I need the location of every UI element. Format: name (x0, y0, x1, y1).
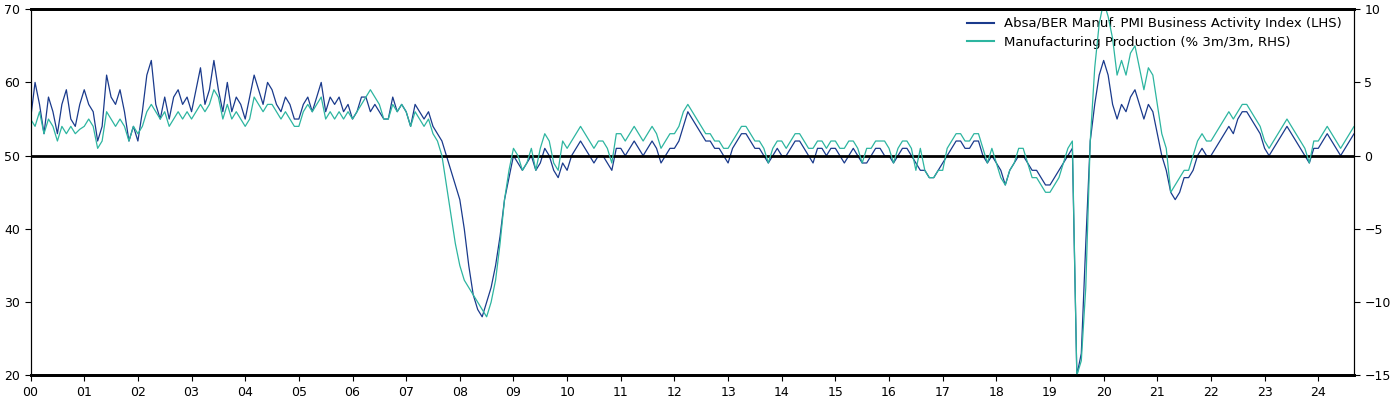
Legend: Absa/BER Manuf. PMI Business Activity Index (LHS), Manufacturing Production (% 3: Absa/BER Manuf. PMI Business Activity In… (963, 12, 1348, 54)
